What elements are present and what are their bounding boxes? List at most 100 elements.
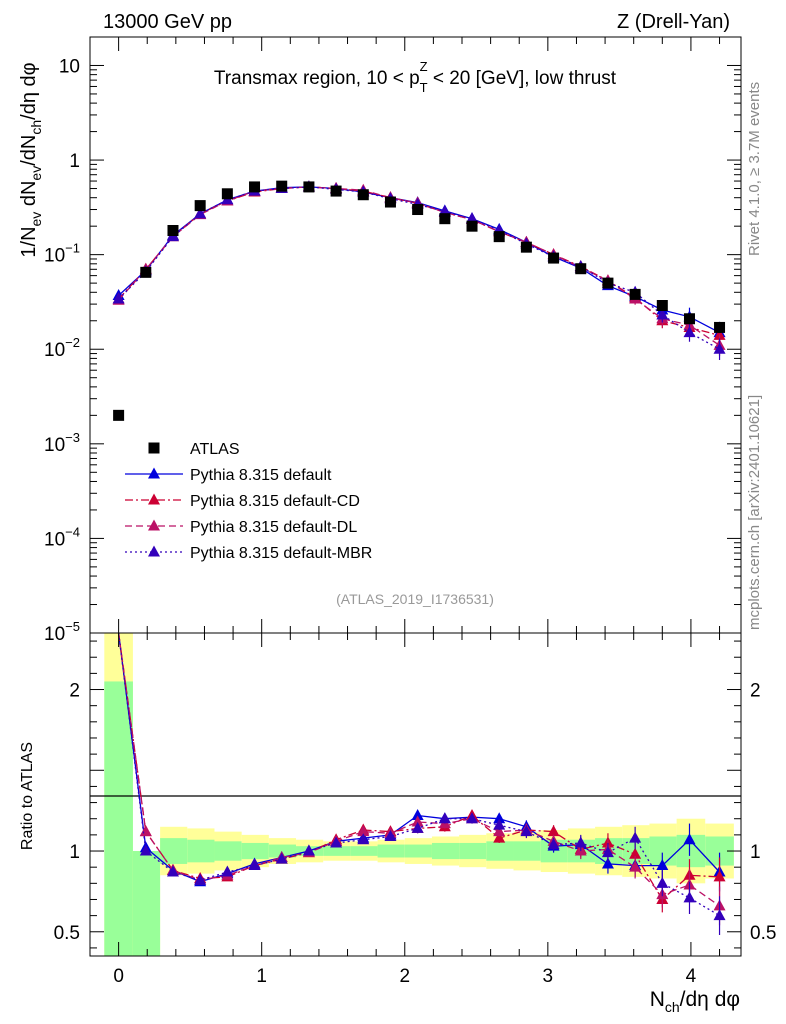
data-point-square (412, 204, 424, 216)
ratio-x-ticks: 0 1 2 3 4 (113, 633, 721, 987)
main-x-ticks (118, 37, 721, 633)
legend-label: Pythia 8.315 default-DL (190, 519, 357, 536)
legend-marker (148, 467, 160, 479)
chart-title-sub: T (420, 80, 428, 95)
ratio-y-axis-label: Ratio to ATLAS (19, 742, 36, 850)
ratio-inner-band (104, 681, 133, 956)
ratio-point-triangle (656, 876, 669, 888)
data-point-square (357, 189, 369, 201)
main-series-layer (112, 180, 726, 421)
data-point-square (221, 188, 233, 200)
legend-marker (148, 545, 160, 557)
data-point-square (575, 263, 587, 275)
chart-title: Transmax region, 10 < pTZ < 20 [GeV], lo… (214, 59, 617, 95)
mc-point-triangle (194, 207, 207, 219)
mc-point-triangle (466, 212, 479, 224)
ratio-y-tick-label-right: 2 (750, 681, 761, 702)
data-point-square (602, 277, 614, 289)
data-point-square (384, 196, 396, 208)
ratio-point-triangle (574, 836, 587, 848)
data-point-square (113, 409, 125, 421)
ratio-frame (89, 632, 742, 957)
ratio-point-triangle (330, 836, 343, 848)
ylabel-sub-c: ch (28, 120, 44, 135)
main-y-tick-label: 10−3 (44, 430, 80, 456)
ratio-point-triangle (656, 859, 669, 871)
ratio-inner-band (459, 842, 487, 860)
ratio-point-triangle (357, 833, 370, 845)
main-panel: 10 1 10−1 10−2 10−3 10−4 10−5 Transmax region,… (18, 36, 742, 645)
ratio-inner-band (132, 851, 161, 956)
legend-label: ATLAS (190, 441, 240, 458)
ratio-inner-band (160, 838, 188, 864)
ratio-inner-band (513, 841, 541, 861)
ratio-point-triangle (166, 865, 179, 877)
xlabel-part-b: /dη dφ (680, 988, 740, 1011)
main-y-ticks: 10 1 10−1 10−2 10−3 10−4 10−5 (44, 56, 741, 645)
ratio-point-triangle (629, 847, 642, 859)
ylabel-sub-a: ev (28, 212, 44, 227)
data-point-square (466, 220, 478, 232)
x-tick-label: 1 (256, 966, 267, 987)
data-point-square (683, 313, 695, 325)
ratio-point-triangle (466, 812, 479, 824)
data-point-square (656, 299, 668, 311)
data-point-square (167, 225, 179, 237)
ratio-point-triangle (493, 831, 506, 843)
mcplots-label: mcplots.cern.ch [arXiv:2401.10621] (746, 395, 763, 630)
data-point-square (249, 181, 261, 193)
main-y-tick-label: 10−4 (44, 524, 80, 550)
legend-label: Pythia 8.315 default-MBR (190, 545, 372, 562)
data-point-square (629, 288, 641, 300)
data-point-square (194, 200, 206, 212)
main-frame (89, 36, 742, 634)
ratio-inner-band (404, 844, 432, 858)
ratio-inner-band (187, 839, 215, 863)
xlabel-part-a: N (650, 988, 665, 1011)
header-right-label: Z (Drell-Yan) (617, 11, 730, 33)
ratio-y-tick-label: 0.5 (54, 923, 80, 944)
legend-label: Pythia 8.315 default (190, 467, 332, 484)
ylabel-part-d: /dη dφ (18, 62, 40, 119)
ratio-point-triangle (194, 873, 207, 885)
x-tick-label: 3 (543, 966, 554, 987)
ratio-y-tick-label: 2 (69, 681, 80, 702)
ratio-inner-band (214, 841, 242, 861)
ratio-point-triangle (493, 825, 506, 837)
ratio-point-triangle (411, 821, 424, 833)
ratio-inner-band (486, 841, 514, 861)
ratio-point-triangle (248, 859, 261, 871)
data-point-square (714, 321, 726, 333)
ratio-y-tick-label: 1 (69, 842, 80, 863)
ratio-point-triangle (139, 825, 152, 837)
mc-point-triangle (713, 342, 726, 354)
ratio-point-triangle (302, 844, 315, 856)
ratio-panel: 0.5 0.5 1 1 2 2 0 1 2 3 4 Ratio to ATLAS Nch/dη d… (19, 632, 776, 1015)
ratio-point-triangle (629, 860, 642, 872)
legend: ATLAS Pythia 8.315 default Pythia 8.315 de… (125, 441, 372, 562)
legend-marker (148, 442, 160, 454)
ratio-point-triangle (520, 825, 533, 837)
main-y-tick-label: 10−1 (44, 241, 80, 267)
ratio-point-triangle (221, 865, 234, 877)
ratio-point-triangle (547, 838, 560, 850)
ratio-point-triangle (357, 825, 370, 837)
rivet-version-label: Rivet 4.1.0, ≥ 3.7M events (746, 82, 763, 256)
main-y-axis-label: 1/Nev dNev/dNch/dη dφ (18, 62, 44, 257)
header-left-label: 13000 GeV pp (103, 11, 232, 33)
mc-point-triangle (656, 308, 669, 320)
data-point-square (493, 231, 505, 243)
data-point-square (140, 266, 152, 278)
ratio-y-tick-label-right: 1 (750, 842, 761, 863)
ratio-point-triangle (713, 870, 726, 882)
legend-marker (148, 519, 160, 531)
ratio-point-triangle (493, 818, 506, 830)
ratio-point-triangle (411, 815, 424, 827)
ylabel-part-c: /dN (18, 135, 40, 166)
ratio-series-layer (117, 632, 726, 936)
ratio-uncertainty-bands (104, 633, 734, 956)
ratio-point-triangle (438, 812, 451, 824)
ratio-inner-band (377, 844, 405, 858)
main-y-tick-label: 10 (59, 56, 80, 77)
